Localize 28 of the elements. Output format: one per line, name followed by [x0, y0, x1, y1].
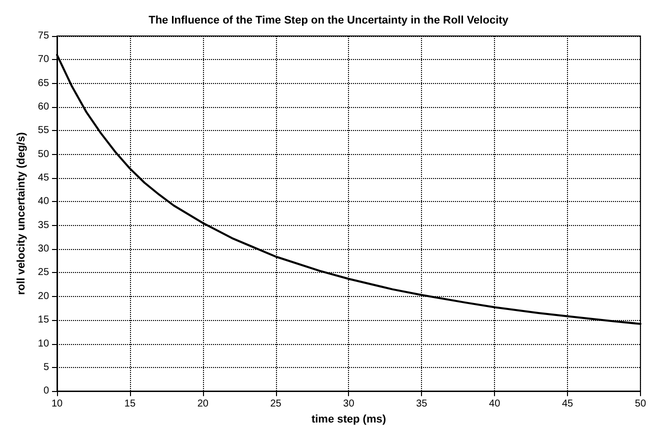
y-tick-label: 40: [38, 196, 50, 208]
x-tick-label: 30: [343, 398, 355, 410]
y-tick-label: 75: [38, 30, 50, 42]
x-tick-label: 10: [51, 398, 64, 410]
x-tick-label: 50: [634, 398, 646, 410]
x-tick-label: 35: [416, 398, 428, 410]
y-tick-label: 45: [38, 172, 50, 184]
y-tick-label: 70: [38, 54, 50, 66]
x-tick-label: 40: [489, 398, 501, 410]
y-tick-label: 10: [38, 338, 50, 350]
y-axis-title: roll velocity uncertainty (deg/s): [16, 132, 28, 295]
y-tick-label: 15: [38, 314, 50, 326]
y-tick-label: 30: [38, 244, 50, 255]
chart-title: The Influence of the Time Step on the Uncertainty in the Roll Velocity: [148, 14, 510, 26]
y-tick-label: 20: [38, 290, 50, 302]
y-tick-label: 50: [38, 148, 50, 160]
y-tick-label: 25: [38, 267, 50, 278]
y-tick-label: 5: [43, 362, 50, 373]
x-axis-title: time step (ms): [311, 414, 386, 426]
y-tick-label: 65: [38, 78, 50, 89]
x-tick-label: 20: [197, 398, 209, 410]
y-tick-label: 55: [38, 125, 50, 136]
x-tick-label: 25: [270, 398, 282, 410]
x-tick-label: 15: [124, 398, 136, 410]
y-tick-label: 0: [43, 386, 50, 397]
x-tick-label: 45: [562, 398, 574, 410]
y-tick-label: 60: [38, 102, 50, 113]
y-tick-label: 35: [38, 220, 50, 231]
